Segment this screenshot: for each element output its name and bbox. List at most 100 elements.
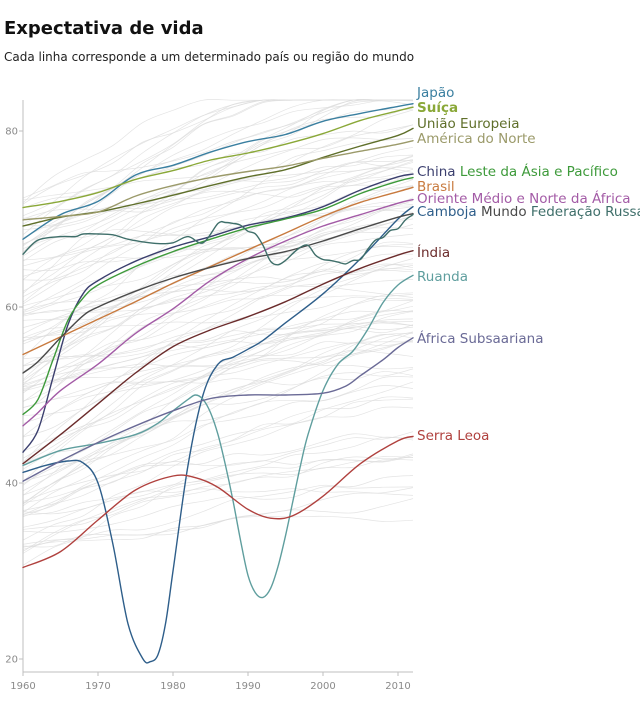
background-country-line [22,340,414,408]
series-label-ruanda: Ruanda [417,269,468,285]
background-country-line [22,166,414,386]
background-country-line [22,215,414,374]
background-country-line [22,487,414,545]
series-label-america-do-norte: América do Norte [417,131,536,147]
background-country-line [22,475,414,550]
series-label-india: Índia [417,244,450,261]
series-label-brasil: Brasil [417,179,455,195]
background-country-line [22,99,413,254]
background-country-line [22,486,414,533]
background-country-line [22,269,414,321]
series-label-india: Índia [417,244,450,261]
x-tick-label: 1980 [160,681,185,692]
series-label-china: China [417,164,456,180]
background-country-line [22,341,414,504]
series-label-serra-leoa: Serra Leoa [417,428,489,444]
background-country-line [22,137,414,246]
background-country-line [22,212,414,402]
background-country-line [22,158,414,231]
series-line-mundo [22,213,414,374]
background-country-line [22,156,414,382]
background-country-line [22,155,414,305]
series-line-japao [22,103,414,240]
series-label-serra-leoa: Serra Leoa [417,428,489,444]
series-line-india [22,250,414,465]
background-country-line [22,137,414,303]
series-label-oriente-medio-e-norte-da-africa: Oriente Médio e Norte da África [417,190,631,207]
background-country-line [22,310,414,486]
background-country-line [22,285,414,317]
series-label-suica: Suíça [417,100,458,116]
background-country-line [22,161,414,277]
series-label-ruanda: Ruanda [417,269,468,285]
background-country-line [22,324,414,360]
background-country-line [22,436,414,566]
background-country-line [22,433,414,504]
background-country-line [22,326,414,367]
background-country-line [22,244,414,463]
series-line-africa-subsaariana [22,337,414,482]
series-label-federacao-russa: Federação Russa [527,204,640,220]
background-country-line [22,218,414,281]
background-country-line [22,337,414,518]
series-label-camboja-mundo-federacao-russa: Camboja Mundo Federação Russa [417,204,640,220]
series-line-oriente-medio-e-norte-da-africa [22,198,414,427]
series-line-leste-da-asia-e-pacifico [22,176,414,416]
background-country-line [22,455,414,530]
series-label-suica: Suíça [417,100,458,116]
background-country-line [22,322,414,452]
background-country-line [22,268,414,367]
series-label-china-leste-da-asia-e-pacifico: China Leste da Ásia e Pacífico [417,163,618,180]
series-label-uniao-europeia: União Europeia [417,116,520,132]
series-line-camboja [22,206,414,664]
background-country-line [22,381,414,511]
series-label-mundo: Mundo [477,204,527,220]
series-label-uniao-europeia: União Europeia [417,116,520,132]
background-country-line [22,233,414,335]
series-label-japao: Japão [416,85,454,101]
series-line-federacao-russa [22,213,414,266]
background-country-line [22,99,414,280]
highlighted-series [22,103,414,664]
chart-title: Expectativa de vida [4,18,204,39]
x-tick-label: 1990 [235,681,260,692]
background-country-line [22,223,414,271]
series-label-camboja: Camboja [417,204,477,220]
background-country-line [22,168,414,366]
series-label-oriente-medio-e-norte-da-africa: Oriente Médio e Norte da África [417,190,631,207]
series-line-suica [22,106,414,209]
background-country-line [22,124,414,201]
y-tick-label: 60 [5,303,18,314]
background-country-line [22,279,414,482]
background-country-line [22,431,414,528]
series-label-leste-da-asia-e-pacifico: Leste da Ásia e Pacífico [456,163,618,180]
background-country-line [22,498,414,548]
background-country-line [22,265,414,315]
background-country-line [22,515,414,548]
background-country-line [22,300,414,424]
background-country-line [22,160,414,298]
background-country-line [22,178,414,220]
axes: 20 40 60 80 1960 1970 1980 1990 2000 2010 [5,100,413,692]
y-tick-label: 40 [5,479,18,490]
background-country-line [22,99,413,292]
x-tick-label: 2010 [385,681,410,692]
background-country-line [22,245,414,311]
background-country-line [22,371,414,409]
background-country-line [22,205,414,343]
background-country-line [22,349,414,391]
background-country-line [22,292,414,507]
background-country-line [22,318,414,438]
series-label-japao: Japão [416,85,454,101]
background-country-line [22,398,414,541]
x-tick-label: 2000 [310,681,335,692]
background-country-line [22,406,414,516]
background-country-line [22,396,414,515]
background-country-line [22,197,414,415]
background-country-line [22,293,414,384]
background-country-line [22,456,414,554]
chart-subtitle: Cada linha corresponde a um determinado … [4,50,415,64]
series-label-america-do-norte: América do Norte [417,131,536,147]
